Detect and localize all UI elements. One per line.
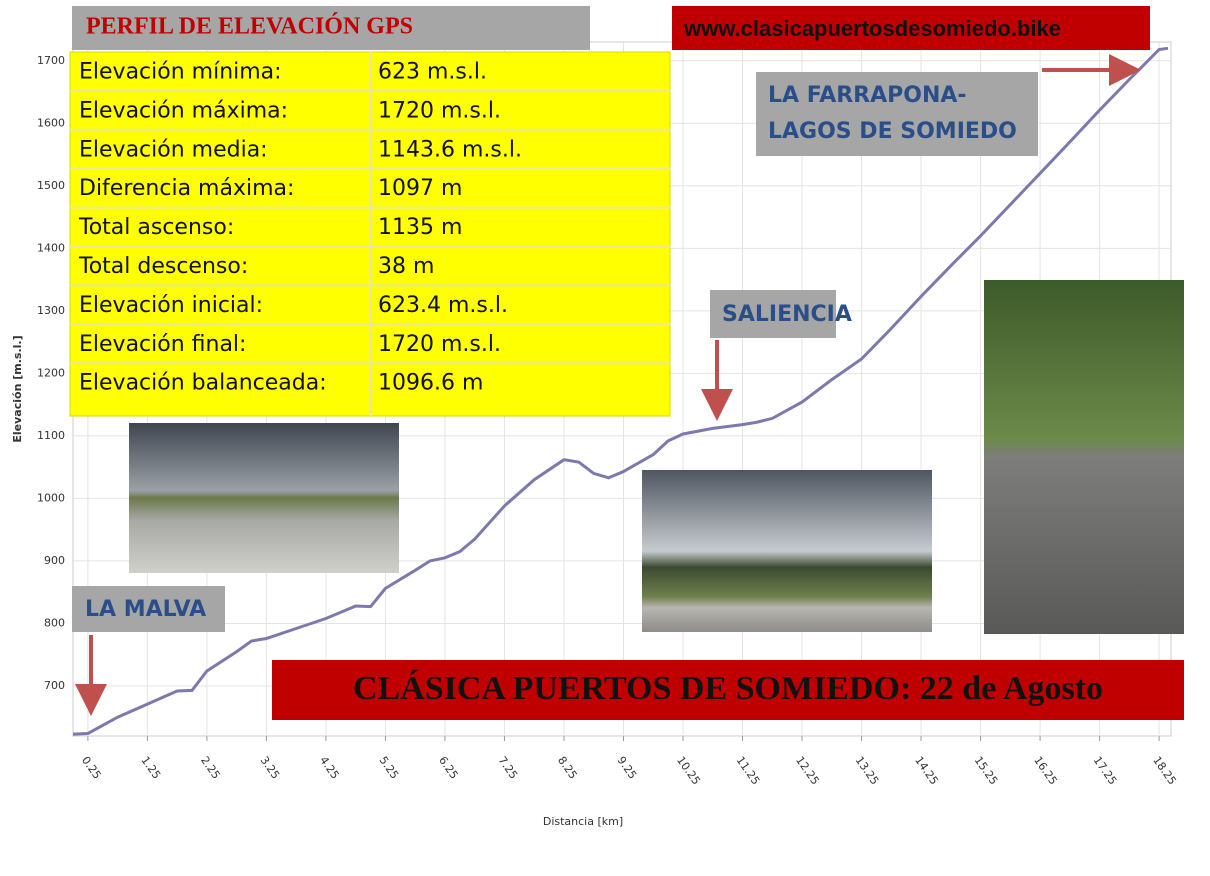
x-tick-label: 8.25 [555,754,580,782]
stat-label: Elevación máxima: [79,98,288,123]
stat-label: Elevación balanceada: [79,371,327,396]
annotation: LAGOS DE SOMIEDO [768,119,1017,144]
x-tick-label: 9.25 [615,754,640,782]
x-tick-label: 16.25 [1031,754,1060,787]
y-tick-label: 700 [44,679,65,692]
stat-value: 623.4 m.s.l. [378,293,508,318]
x-tick-label: 12.25 [793,754,822,787]
y-tick-label: 1600 [37,116,65,129]
y-tick-label: 1700 [37,54,65,67]
stat-value: 1097 m [378,176,462,201]
x-tick-label: 2.25 [198,754,223,782]
y-tick-label: 1100 [37,429,65,442]
x-tick-label: 14.25 [912,754,941,787]
y-tick-label: 1500 [37,179,65,192]
footer-box [272,660,1184,720]
photo [642,470,932,632]
x-tick-label: 10.25 [674,754,703,787]
footer: CLÁSICA PUERTOS DE SOMIEDO: 22 de Agosto [353,670,1103,707]
x-tick-label: 0.25 [79,754,104,782]
annotation: LA FARRAPONA- [768,83,967,108]
y-axis-label: Elevación [m.s.l.] [11,335,24,442]
stat-value: 38 m [378,254,434,279]
stat-label: Elevación inicial: [79,293,263,318]
x-tick-label: 18.25 [1150,754,1179,787]
annotation-box [756,72,1038,156]
stat-value: 1720 m.s.l. [378,98,501,123]
y-tick-label: 800 [44,616,65,629]
photo [984,280,1184,634]
x-axis-label: Distancia [km] [543,815,623,828]
stat-value: 623 m.s.l. [378,59,487,84]
stat-value: 1143.6 m.s.l. [378,137,522,162]
x-tick-label: 7.25 [496,754,521,782]
y-tick-label: 900 [44,554,65,567]
x-tick-label: 11.25 [734,754,763,787]
annotation: SALIENCIA [722,302,852,327]
y-tick-label: 1000 [37,491,65,504]
x-tick-label: 13.25 [853,754,882,787]
stat-value: 1720 m.s.l. [378,332,501,357]
url-box [672,6,1150,50]
stat-label: Elevación final: [79,332,246,357]
x-tick-label: 3.25 [257,754,282,782]
stat-label: Elevación mínima: [79,59,282,84]
annotation-box [72,586,225,632]
annotation-box [710,290,836,338]
elevation-line [72,46,1169,736]
chart-title: PERFIL DE ELEVACIÓN GPS [86,13,413,40]
stat-value: 1135 m [378,215,462,240]
url: www.clasicapuertosdesomiedo.bike [683,16,1061,41]
stat-label: Total descenso: [78,254,248,279]
x-tick-label: 6.25 [436,754,461,782]
stat-label: Diferencia máxima: [79,176,294,201]
title-box [72,6,590,50]
y-tick-label: 1300 [37,304,65,317]
stat-label: Elevación media: [79,137,268,162]
x-tick-label: 5.25 [377,754,402,782]
x-tick-label: 17.25 [1091,754,1120,787]
x-tick-label: 4.25 [317,754,342,782]
photo [129,423,399,573]
x-tick-label: 1.25 [138,754,163,782]
x-tick-label: 15.25 [972,754,1001,787]
stat-value: 1096.6 m [378,371,483,396]
annotation: LA MALVA [85,597,206,622]
y-tick-label: 1400 [37,241,65,254]
stat-label: Total ascenso: [78,215,234,240]
y-tick-label: 1200 [37,366,65,379]
